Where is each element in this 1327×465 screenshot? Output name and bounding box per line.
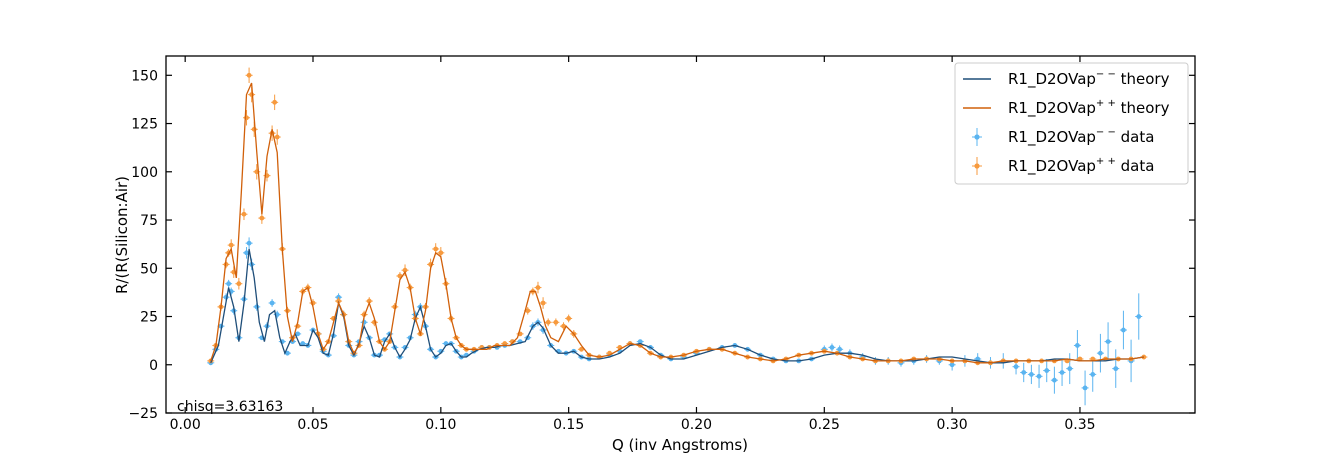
x-ticks: 0.00 0.05 0.10 0.15 0.20 0.25 0.30 0.35	[170, 56, 1096, 433]
data-point	[1136, 314, 1142, 319]
chisq-annotation: chisq=3.63163	[177, 399, 283, 415]
y-tick-label: 75	[140, 213, 158, 229]
legend-item: R1_D2OVap− − data	[972, 127, 1154, 147]
data-point	[579, 346, 584, 352]
plot-frame	[165, 55, 1196, 414]
data-point	[540, 300, 546, 306]
data-point	[829, 344, 835, 350]
data-point	[1013, 364, 1019, 370]
data-point	[525, 308, 531, 314]
data-point	[637, 339, 643, 344]
data-point	[510, 339, 515, 344]
data-point	[1121, 327, 1126, 333]
legend-label: R1_D2OVap+ + data	[1008, 156, 1154, 176]
data-point	[1090, 372, 1096, 377]
data-point	[285, 350, 290, 356]
x-tick-label: 0.20	[681, 417, 712, 433]
data-point	[535, 285, 541, 290]
data-point	[241, 211, 247, 217]
data-point	[438, 250, 444, 256]
series-line	[210, 82, 1145, 364]
data-point	[566, 316, 572, 321]
data-point	[226, 281, 232, 287]
data-point	[246, 240, 252, 246]
y-tick-label: 50	[140, 261, 158, 277]
data-point	[236, 281, 242, 287]
data-point	[246, 72, 252, 78]
data-point	[272, 99, 278, 105]
series-group	[207, 67, 1148, 366]
data-point	[545, 319, 551, 325]
data-point	[366, 298, 372, 304]
data-point	[295, 331, 301, 337]
data-point	[433, 246, 439, 252]
legend-item: R1_D2OVap+ + theory	[963, 98, 1170, 118]
data-point	[251, 126, 257, 132]
legend: R1_D2OVap− − theory R1_D2OVap+ + theory R1…	[954, 62, 1189, 185]
data-point	[949, 362, 955, 368]
x-tick-label: 0.00	[170, 417, 201, 433]
series-group	[210, 248, 1145, 364]
y-tick-label: −25	[128, 406, 158, 422]
x-tick-label: 0.25	[809, 417, 840, 433]
data-point	[269, 300, 275, 306]
data-point	[259, 215, 265, 221]
legend-marker-swatch	[974, 163, 980, 169]
y-tick-label: 100	[131, 165, 158, 181]
series-line	[210, 248, 1145, 364]
data-point	[561, 323, 566, 329]
data-point	[1105, 339, 1111, 344]
y-tick-label: 125	[131, 117, 158, 133]
data-point	[1051, 377, 1057, 383]
x-tick-label: 0.15	[553, 417, 584, 433]
data-point	[1075, 343, 1080, 348]
y-ticks: −25 0 25 50 75 100 125 150	[128, 68, 1195, 422]
y-tick-label: 150	[131, 68, 158, 84]
legend-label: R1_D2OVap− − theory	[1008, 69, 1170, 89]
series-group	[210, 82, 1145, 364]
data-point	[1098, 350, 1103, 356]
plot-series	[207, 67, 1148, 406]
data-point	[274, 134, 280, 140]
x-tick-label: 0.10	[425, 417, 456, 433]
legend-label: R1_D2OVap− − data	[1008, 127, 1154, 147]
data-point	[1067, 366, 1073, 372]
legend-marker-swatch	[974, 134, 980, 140]
data-point	[244, 250, 249, 256]
data-point	[249, 92, 255, 97]
x-tick-label: 0.35	[1064, 417, 1095, 433]
data-point	[228, 242, 234, 248]
legend-box	[954, 62, 1189, 185]
legend-item: R1_D2OVap+ + data	[972, 156, 1154, 176]
legend-item: R1_D2OVap− − theory	[963, 69, 1170, 89]
data-point	[300, 341, 306, 346]
x-tick-label: 0.30	[937, 417, 968, 433]
data-point	[1113, 366, 1119, 372]
data-point	[1082, 385, 1088, 391]
data-point	[837, 346, 843, 352]
data-point	[1036, 373, 1042, 379]
data-point	[1059, 370, 1065, 375]
data-point	[1028, 372, 1034, 377]
data-point	[502, 341, 508, 346]
data-point	[553, 319, 559, 325]
data-point	[1021, 370, 1027, 375]
y-tick-label: 25	[140, 310, 158, 326]
y-axis-label: R/(R(Silicon:Air)	[113, 176, 131, 294]
data-point	[1044, 368, 1050, 373]
x-tick-label: 0.05	[297, 417, 328, 433]
y-tick-label: 0	[149, 358, 158, 374]
data-point	[402, 267, 408, 273]
legend-label: R1_D2OVap+ + theory	[1008, 98, 1170, 118]
x-axis-label: Q (inv Angstroms)	[612, 436, 748, 454]
